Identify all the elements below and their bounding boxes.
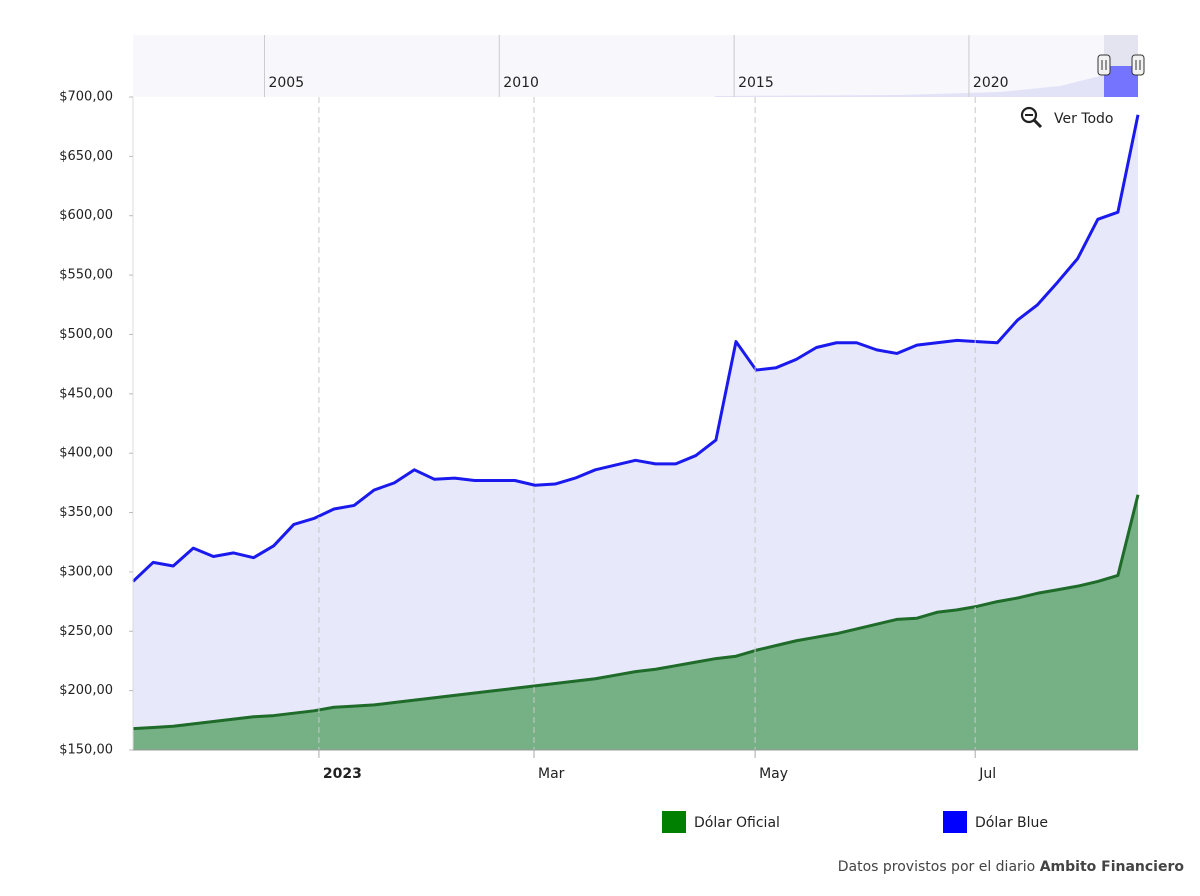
navigator-handle[interactable]: [1131, 54, 1145, 76]
legend-label: Dólar Blue: [975, 815, 1048, 831]
x-tick-label: Mar: [538, 766, 565, 782]
x-tick-label: 2023: [323, 766, 362, 782]
line: [132, 494, 1140, 731]
zoom-icon: [1020, 106, 1038, 124]
y-tick-label: $200,00: [59, 683, 113, 698]
y-tick-label: $600,00: [59, 208, 113, 223]
source-name: Ambito Financiero: [1040, 859, 1185, 875]
y-tick-label: $650,00: [59, 149, 113, 164]
source-note: Datos provistos por el diario Ambito Fin…: [838, 859, 1185, 875]
y-tick-label: $400,00: [59, 446, 113, 461]
y-tick-label: $450,00: [59, 386, 113, 401]
y-tick-label: $550,00: [59, 268, 113, 283]
y-tick-label: $300,00: [59, 564, 113, 579]
y-tick-label: $500,00: [59, 327, 113, 342]
x-tick-label: Jul: [978, 766, 996, 782]
reset-label: Ver Todo: [1054, 111, 1114, 127]
navigator: [133, 35, 1138, 97]
x-tick-label: May: [759, 766, 788, 782]
navigator-tick-label: 2010: [503, 75, 539, 91]
y-tick-label: $250,00: [59, 624, 113, 639]
legend-swatch: [662, 811, 686, 833]
area: [133, 114, 1138, 751]
zoom-icon: [1032, 118, 1043, 129]
y-tick-label: $150,00: [59, 743, 113, 758]
navigator-tick-label: 2015: [738, 75, 774, 91]
navigator-area: [715, 66, 1138, 97]
area: [133, 494, 1138, 750]
source-prefix: Datos provistos por el diario: [838, 859, 1036, 875]
y-tick-label: $350,00: [59, 505, 113, 520]
line: [131, 114, 1140, 583]
navigator-tick-label: 2005: [268, 75, 304, 91]
navigator-handle[interactable]: [1097, 54, 1111, 76]
legend-swatch: [943, 811, 967, 833]
reset-button[interactable]: Ver Todo: [1020, 106, 1114, 129]
legend-label: Dólar Oficial: [694, 815, 780, 831]
navigator-tick-label: 2020: [973, 75, 1009, 91]
y-tick-label: $700,00: [59, 90, 113, 105]
